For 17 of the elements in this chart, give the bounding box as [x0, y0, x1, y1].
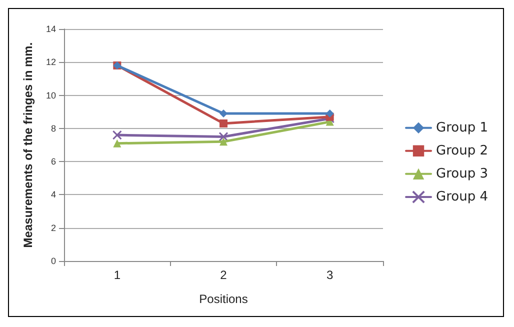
- y-tick-label: 8: [50, 123, 56, 134]
- legend-label: Group 1: [436, 120, 488, 136]
- y-tick-label: 2: [50, 222, 56, 233]
- y-axis-title: Measurements of the fringes in mm.: [21, 42, 35, 248]
- y-tick-label: 10: [46, 90, 56, 100]
- y-tick-label: 4: [50, 190, 56, 200]
- legend-label: Group 4: [436, 190, 488, 204]
- y-tick-label: 6: [50, 156, 56, 167]
- y-tick-label: 12: [46, 57, 56, 68]
- x-tick-label: 1: [114, 268, 121, 282]
- y-tick-label: 14: [46, 24, 56, 34]
- y-tick-label: 0: [50, 256, 56, 266]
- legend-label: Group 2: [436, 143, 488, 158]
- x-tick-label: 2: [220, 268, 228, 282]
- legend-label: Group 3: [436, 166, 488, 182]
- x-tick-label: 3: [326, 268, 334, 282]
- x-axis-title: Positions: [199, 292, 248, 306]
